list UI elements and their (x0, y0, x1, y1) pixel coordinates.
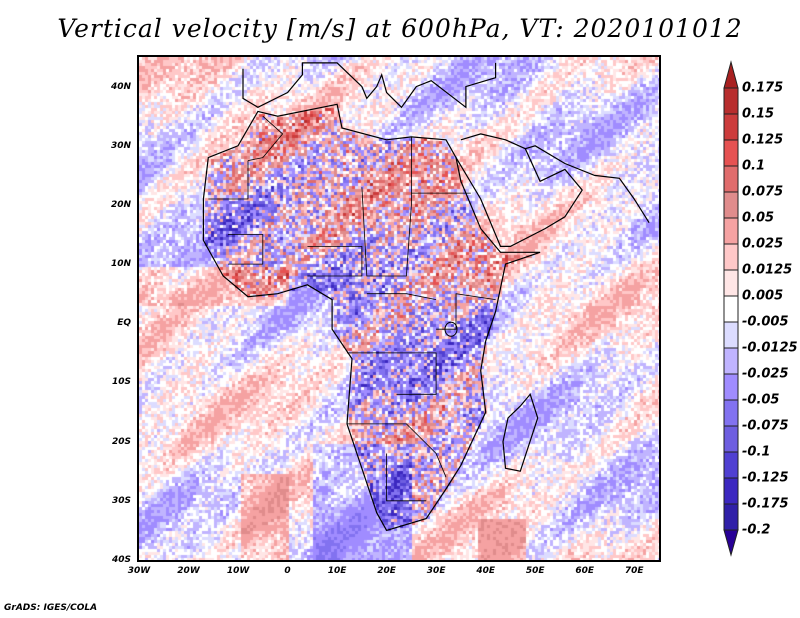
lat-tick-label: 20N (110, 199, 131, 210)
europe-coastline (242, 62, 497, 109)
madagascar-coastline (502, 393, 539, 472)
map-plot-area (137, 55, 661, 562)
colorbar-swatch (723, 399, 739, 427)
lon-tick-label: 40E (476, 566, 495, 576)
colorbar-label: 0.05 (742, 210, 775, 226)
colorbar-label: -0.05 (742, 392, 780, 408)
country-border (247, 115, 284, 161)
colorbar-swatch (723, 451, 739, 479)
lat-tick-label: 10N (110, 259, 131, 270)
colorbar-swatch (723, 269, 739, 297)
colorbar-swatch (723, 243, 739, 271)
colorbar-label: -0.175 (742, 496, 789, 512)
lat-tick-label: EQ (117, 318, 131, 329)
lat-tick-label: 30S (111, 495, 131, 506)
lon-tick-label: 0 (284, 566, 291, 576)
lat-tick-label: 30N (110, 140, 131, 151)
country-border (386, 453, 427, 502)
lon-tick-label: 30E (426, 566, 446, 576)
colorbar-swatch (723, 60, 739, 89)
africa-coastline (202, 103, 541, 532)
grads-credit: GrADS: IGES/COLA (4, 603, 98, 613)
country-border (228, 234, 264, 265)
country-border (366, 293, 437, 300)
lon-tick-label: 30W (127, 566, 151, 576)
lat-tick-label: 10S (111, 377, 131, 388)
lon-tick-label: 20W (177, 566, 200, 576)
colorbar-swatch (723, 165, 739, 193)
country-border (347, 352, 437, 395)
colorbar-swatch (723, 425, 739, 453)
colorbar-label: 0.075 (742, 184, 784, 200)
colorbar-swatch (723, 347, 739, 375)
colorbar-label: 0.175 (742, 80, 784, 96)
country-border (347, 423, 447, 478)
country-border (307, 245, 363, 277)
colorbar-swatch (723, 373, 739, 401)
lon-tick-label: 60E (575, 566, 595, 576)
colorbar-label: -0.005 (742, 314, 789, 330)
colorbar-swatch (723, 321, 739, 349)
colorbar-swatch (723, 87, 739, 115)
colorbar-label: -0.125 (742, 470, 789, 486)
lon-tick-label: 70E (624, 566, 644, 576)
coastlines-borders (202, 62, 650, 532)
lat-tick-label: 40S (111, 555, 131, 565)
country-border (361, 187, 412, 277)
lon-tick-label: 50E (525, 566, 545, 576)
lat-tick-label: 40N (110, 81, 131, 92)
colorbar-swatch (723, 529, 739, 557)
lon-tick-label: 10E (327, 566, 347, 576)
lon-tick-label: 20E (377, 566, 396, 576)
colorbar-swatch (723, 503, 739, 531)
country-border (208, 160, 249, 200)
iran-coastline (525, 145, 650, 224)
colorbar-label: 0.005 (742, 288, 784, 304)
arabia-coastline (455, 133, 583, 247)
lon-tick-label: 10W (226, 566, 250, 576)
colorbar-label: -0.025 (742, 366, 789, 382)
colorbar-label: 0.125 (742, 132, 784, 148)
colorbar-swatch (723, 477, 739, 505)
colorbar-label: 0.1 (742, 158, 766, 174)
colorbar-label: -0.0125 (742, 340, 798, 356)
colorbar-label: 0.15 (742, 106, 775, 122)
vertical-velocity-field (139, 57, 659, 560)
colorbar-swatch (723, 217, 739, 245)
colorbar-swatch (723, 191, 739, 219)
colorbar-swatch (723, 113, 739, 141)
colorbar-swatch (723, 139, 739, 167)
colorbar-label: -0.1 (742, 444, 771, 460)
colorbar-label: -0.075 (742, 418, 789, 434)
colorbar-label: 0.0125 (742, 262, 793, 278)
country-border (436, 293, 496, 330)
chart-title: Vertical velocity [m/s] at 600hPa, VT: 2… (57, 14, 743, 43)
colorbar-label: -0.2 (742, 522, 771, 538)
colorbar-swatch (723, 295, 739, 323)
lake-victoria (444, 321, 458, 337)
colorbar-label: 0.025 (742, 236, 784, 252)
lat-tick-label: 20S (111, 436, 131, 447)
